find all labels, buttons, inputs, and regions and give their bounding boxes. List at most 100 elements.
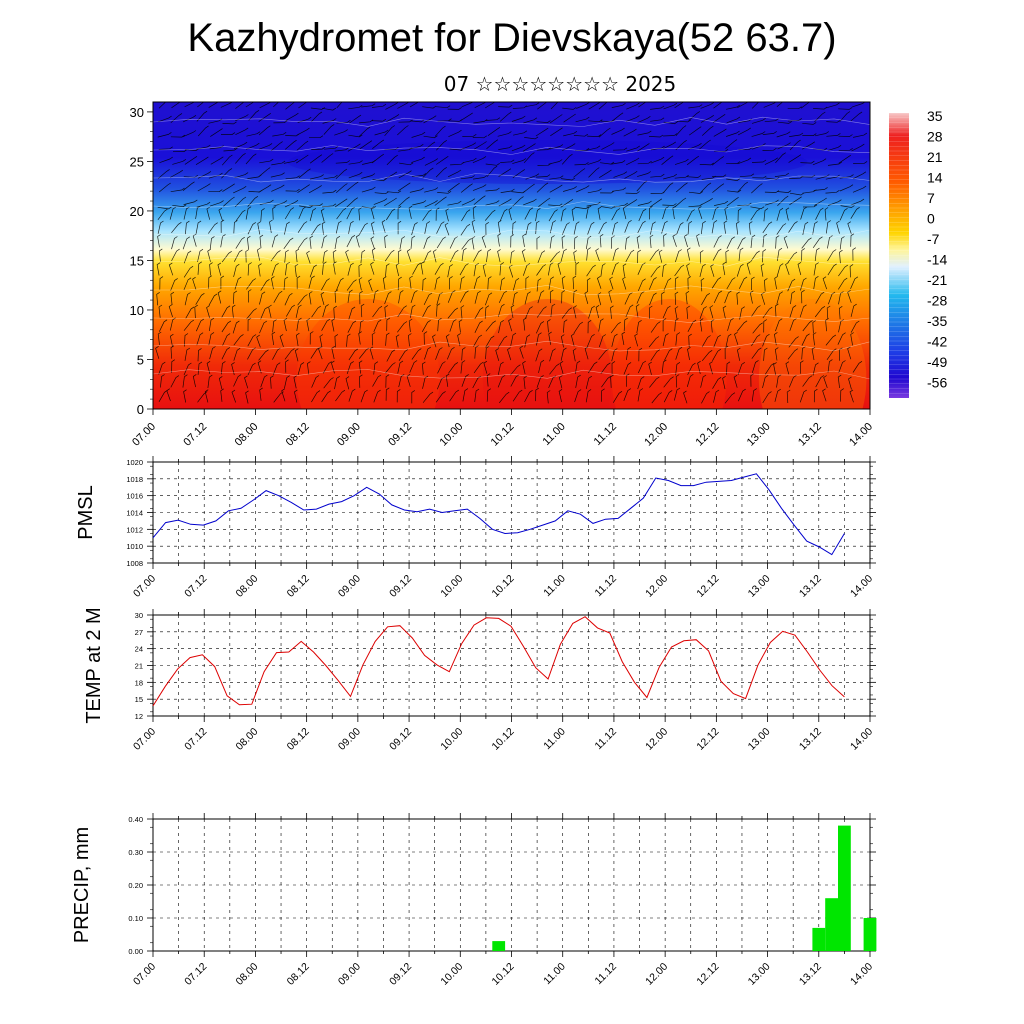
wind-barb [247,334,257,347]
wind-barb [573,250,577,264]
wind-barb [171,248,180,262]
wind-barb [192,374,197,388]
wind-barb [733,374,738,388]
wind-barb [436,236,447,249]
wind-barb [774,276,778,290]
wind-barb [370,206,375,220]
wind-barb [839,111,851,122]
wind-barb [724,206,728,220]
wind-barb [346,235,356,248]
wind-barb [268,304,272,318]
wind-barb [323,377,334,389]
wind-barb [447,169,462,178]
wind-barb [537,250,546,264]
wind-barb [674,264,685,277]
y-tick-label: 10 [130,303,144,318]
wind-barb [750,234,756,249]
wind-barb [699,250,704,264]
wind-barb [449,319,457,332]
wind-barb [802,375,813,387]
wind-barb [802,133,817,136]
x-tick-label: 10.12 [490,961,517,988]
wind-barb [170,291,175,306]
wind-barb [814,197,827,206]
wind-barb [672,205,676,220]
wind-barb [355,234,360,248]
wind-barb [661,220,668,234]
wind-barb [523,117,538,124]
wind-barb [637,376,645,390]
wind-barb [168,304,173,318]
wind-barb [823,375,828,389]
y-tick-label: 15 [135,695,143,704]
wind-barb [510,234,515,248]
wind-barb [850,276,859,290]
wind-barb [158,390,168,402]
wind-barb [157,169,170,179]
wind-barb [711,220,718,234]
wind-barb [474,388,480,402]
wind-barb [775,235,780,249]
wind-barb [524,207,534,220]
wind-barb [204,389,209,403]
wind-barb [386,208,396,221]
wind-barb [435,391,446,403]
wind-barb [575,185,590,193]
wind-barb [397,206,402,220]
x-tick-label: 07.00 [131,961,158,988]
wind-barb [450,162,465,166]
wind-barb [598,221,607,235]
wind-barb [510,364,521,376]
wind-barb [799,304,807,318]
wind-barb [235,114,249,122]
wind-barb [838,264,848,277]
wind-barb [297,184,310,193]
wind-barb [210,128,223,137]
wind-barb [815,291,825,304]
wind-barb [522,263,531,276]
wind-barb [610,235,615,249]
wind-barb [195,205,201,220]
wind-barb [550,127,563,137]
wind-barb [699,198,713,206]
wind-barb [850,303,857,317]
wind-barb [471,236,476,250]
wind-barb [283,158,298,164]
wind-barb [233,290,238,304]
wind-barb [623,362,632,375]
wind-barb [536,147,551,151]
wind-barb [724,392,736,404]
wind-barb [662,318,667,332]
wind-barb [789,318,797,332]
wind-barb [208,293,218,306]
wind-barb [272,206,276,220]
wind-barb [158,319,168,332]
wind-barb [584,346,589,360]
wind-barb [447,264,453,278]
wind-barb [359,140,373,150]
wind-barb [231,389,237,403]
wind-barb [184,156,198,165]
wind-barb [331,346,335,360]
x-tick-label: 13.12 [797,573,824,600]
y-tick-label: 27 [135,628,143,637]
wind-barb [296,140,309,151]
wind-barb [422,391,434,403]
wind-barb [765,177,780,180]
wind-barb [245,153,257,165]
wind-barb [412,200,427,206]
wind-barb [169,317,176,331]
wind-barb [371,118,387,122]
wind-barb [611,103,626,108]
wind-barb [434,262,444,275]
x-tick-label: 07.12 [182,726,209,753]
wind-barb [625,373,630,387]
wind-barb [306,318,310,332]
wind-barb [575,374,581,388]
wind-barb [572,275,577,290]
wind-barb [611,348,618,362]
wind-barb [170,345,175,359]
wind-barb [763,347,768,361]
wind-barb [651,392,662,404]
wind-barb [815,207,824,220]
